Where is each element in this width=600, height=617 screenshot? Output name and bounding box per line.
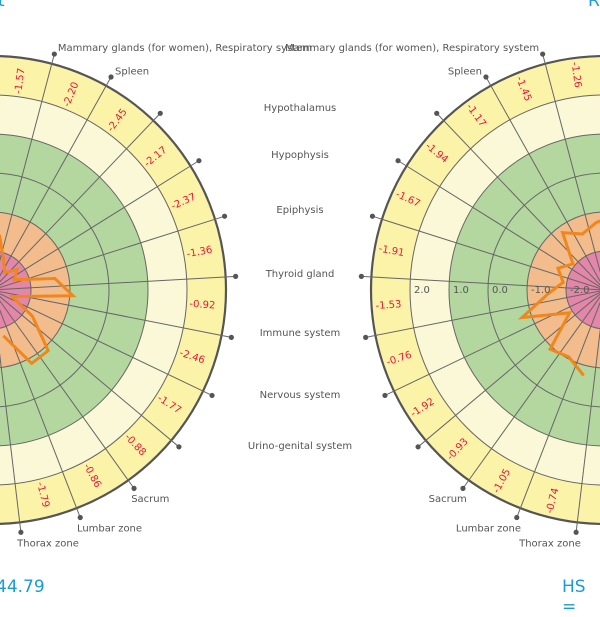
left-spoke-label: Sacrum [131,494,169,505]
right-radar-chart: Coronary vesselsMammary glands (for wome… [285,43,600,549]
right-value-label: -1.91 [378,244,405,259]
right-spoke-dot [483,74,489,80]
left-spoke [0,309,80,516]
left-spoke-dot [221,213,228,219]
label-thyroid-gland: Thyroid gland [265,269,335,280]
left-spoke-dot [196,158,202,164]
right-grid-ring [409,94,600,486]
left-value-label: -1.36 [186,245,213,260]
right-value-label: -1.53 [375,299,402,312]
right-spoke-label: Spleen [448,66,482,77]
right-grid-ring [526,211,600,369]
right-spoke-label: Mammary glands (for women), Respiratory … [285,43,539,54]
right-spoke-dot [369,213,376,219]
right-scale-tick: 1.0 [453,285,469,296]
left-outer-border [0,55,228,525]
right-spoke-label: Thorax zone [518,538,581,549]
radar-charts: Coronary vesselsMammary glands (for wome… [0,43,600,549]
left-spoke-dot [131,485,137,491]
right-value-line [517,219,600,377]
left-spoke [0,114,160,283]
left-green-band [0,134,148,446]
left-spoke-label: Lumbar zone [77,523,142,534]
right-spoke [575,327,600,531]
right-grid-ring [487,172,600,408]
left-health-score: 44.79 [0,577,45,597]
right-spoke-dot [363,334,369,340]
right-outer-border [369,54,600,526]
right-spoke [367,290,600,338]
right-spoke [437,114,600,286]
left-spoke-dot [157,110,163,116]
right-spoke-dot [382,392,388,399]
right-spoke-dot [434,110,440,116]
left-grid-ring [0,94,188,486]
left-value-label: -0.92 [189,299,216,312]
left-grid-ring [0,172,110,408]
left-spoke [0,296,178,446]
label-hypothalamus: Hypothalamus [263,103,337,114]
right-spoke [399,161,600,288]
left-value-line [0,234,77,366]
left-chart-title: t [0,0,5,11]
right-chart-title: Ri [588,0,600,11]
right-spoke-label: Sacrum [429,494,467,505]
right-spoke [542,55,600,274]
right-spoke-dot [395,158,401,164]
left-grid-ring [0,133,149,447]
left-spoke-dot [108,74,114,80]
left-radar-chart: Coronary vesselsMammary glands (for wome… [0,43,312,549]
left-spoke [0,161,198,286]
left-spoke-dot [51,51,57,57]
right-spoke-dot [573,529,579,535]
right-spoke [419,293,600,446]
right-grid-ring [448,133,600,447]
right-spoke-dot [358,273,364,279]
right-grid-ring [565,250,600,330]
right-scale-tick: -1.0 [531,285,551,296]
left-spoke [0,300,134,488]
right-spoke [374,216,600,289]
left-spoke-label: Thorax zone [16,538,79,549]
left-spoke [0,275,234,291]
right-scale-tick: 0.0 [492,285,508,296]
left-spoke-label: Spleen [115,66,149,77]
right-health-score: HS = [562,577,586,617]
right-scale-tick: 2.0 [414,285,430,296]
right-spoke-dot [415,444,421,450]
right-spoke-dot [540,51,546,57]
left-spoke-dot [233,273,239,279]
left-spoke [0,291,230,338]
right-spoke [363,275,600,291]
left-value-label: -1.57 [13,67,27,94]
left-orange-band [0,212,70,368]
right-spoke [517,301,600,516]
label-epiphysis: Epiphysis [276,205,324,216]
right-spoke [486,78,600,283]
right-spoke [463,296,600,488]
label-immune-system: Immune system [259,328,341,339]
left-spoke-label: Mammary glands (for women), Respiratory … [58,43,312,54]
left-grid-ring [0,251,32,329]
left-spoke-dot [209,392,215,399]
right-scale-tick: -2.0 [570,285,590,296]
left-spoke [0,352,22,531]
right-green-band [449,134,600,446]
label-hypophysis: Hypophysis [271,150,329,161]
right-spoke-dot [514,514,520,521]
right-spoke-dot [460,485,466,491]
left-spoke-dot [77,514,83,521]
left-spoke-dot [18,529,24,535]
left-grid-ring [0,211,71,369]
right-orange-band [527,212,600,368]
label-urino-genital-system: Urino-genital system [247,441,353,452]
label-nervous-system: Nervous system [259,390,341,401]
left-spoke-dot [228,334,234,340]
left-spoke [0,78,111,277]
right-spoke [386,291,600,396]
right-spoke-label: Lumbar zone [456,523,521,534]
right-value-label: -1.26 [569,61,583,88]
left-spoke [0,293,211,396]
left-spoke-dot [176,444,182,450]
